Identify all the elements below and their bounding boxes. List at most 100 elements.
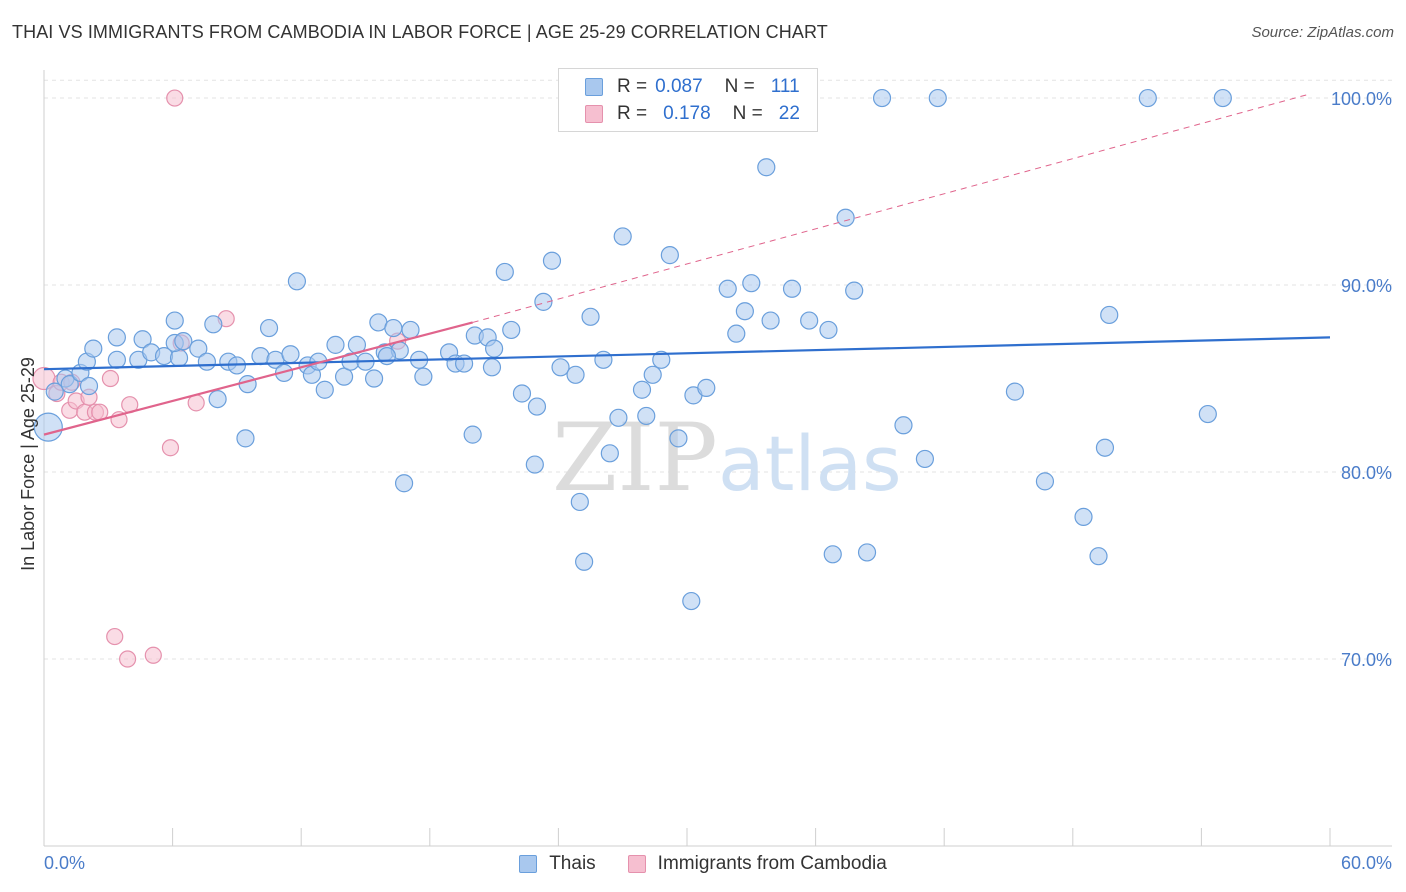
thai-point xyxy=(1100,305,1119,325)
thai-point xyxy=(485,339,504,358)
thai-point xyxy=(133,330,152,349)
y-tick-label: 80.0% xyxy=(1341,463,1392,483)
trend-lines xyxy=(43,93,1331,436)
thai-point xyxy=(315,380,334,399)
thai-point xyxy=(660,246,679,265)
thai-point xyxy=(581,307,600,326)
thai-point xyxy=(757,158,776,177)
legend-row-thais: R = 0.087 N = 111 xyxy=(585,74,800,100)
thai-point xyxy=(259,318,279,338)
thai-point xyxy=(613,227,632,246)
x-tick-label-max: 60.0% xyxy=(1341,853,1392,873)
series-legend: Thais Immigrants from Cambodia xyxy=(0,851,1406,877)
thai-point xyxy=(204,315,223,334)
thai-point xyxy=(165,311,184,330)
y-tick-labels: 100.0% 90.0% 80.0% 70.0% xyxy=(1331,89,1392,670)
thai-point xyxy=(1089,547,1108,566)
legend-n-value: 111 xyxy=(770,76,800,97)
cambodia-point xyxy=(101,369,120,388)
thai-point xyxy=(384,318,403,338)
cambodia-trend-extension xyxy=(472,93,1309,323)
thai-point xyxy=(1074,507,1093,527)
legend-n-label: N = xyxy=(724,76,755,97)
legend-r-value: 0.178 xyxy=(663,103,711,124)
thai-point xyxy=(1198,404,1217,424)
watermark: ZIP atlas xyxy=(552,404,902,513)
legend-item-cambodia[interactable]: Immigrants from Cambodia xyxy=(627,853,887,875)
thai-point xyxy=(697,378,716,397)
thai-point xyxy=(1035,472,1055,491)
legend-r-value: 0.087 xyxy=(655,76,703,97)
thai-point xyxy=(287,272,307,291)
thai-point xyxy=(107,328,126,347)
y-tick-label: 70.0% xyxy=(1341,650,1392,670)
thai-point xyxy=(857,543,877,562)
thai-point xyxy=(718,279,737,298)
thai-points xyxy=(33,88,1232,611)
gridlines xyxy=(44,79,1392,660)
thai-point xyxy=(495,262,514,282)
legend-n-value: 22 xyxy=(778,103,800,124)
thai-point xyxy=(823,545,842,564)
thai-point xyxy=(463,425,482,444)
thai-point xyxy=(169,348,189,368)
thai-point xyxy=(836,208,855,227)
legend-swatch-cambodia xyxy=(627,855,646,873)
thai-point xyxy=(414,367,433,386)
thai-point xyxy=(1005,382,1025,401)
x-tick-label-min: 0.0% xyxy=(44,853,85,873)
legend-label-thais: Thais xyxy=(549,853,596,874)
axes xyxy=(43,70,1392,847)
chart-title: THAI VS IMMIGRANTS FROM CAMBODIA IN LABO… xyxy=(12,22,828,42)
thai-point xyxy=(401,320,420,340)
thai-point xyxy=(894,416,913,435)
legend-r-label: R = xyxy=(617,103,648,124)
thai-point xyxy=(735,302,754,321)
thai-point xyxy=(377,346,397,366)
thai-point xyxy=(570,492,589,512)
thai-point xyxy=(551,358,570,377)
thai-point xyxy=(189,339,208,358)
thai-point xyxy=(727,324,746,343)
thai-point xyxy=(107,350,126,369)
thai-point xyxy=(174,332,193,351)
legend-item-thais[interactable]: Thais xyxy=(519,853,596,875)
thai-point xyxy=(33,412,63,442)
thai-point xyxy=(643,365,662,384)
watermark-atlas: atlas xyxy=(718,419,902,508)
thai-point xyxy=(482,358,502,377)
thai-point xyxy=(652,350,671,369)
thai-point xyxy=(238,375,257,394)
legend-row-cambodia: R = 0.178 N = 22 xyxy=(585,101,800,127)
thai-point xyxy=(928,88,947,108)
thai-point xyxy=(600,444,619,463)
y-tick-label: 100.0% xyxy=(1331,89,1392,109)
thai-point xyxy=(60,375,79,394)
thai-point xyxy=(761,311,780,330)
thai-point xyxy=(364,369,384,388)
thai-point xyxy=(84,339,103,358)
thai-point xyxy=(525,455,544,474)
legend-n-label: N = xyxy=(732,103,763,124)
cambodia-point xyxy=(106,627,124,646)
thai-point xyxy=(1213,88,1232,108)
thai-point xyxy=(1138,88,1157,108)
thai-point xyxy=(45,382,64,401)
thai-point xyxy=(208,389,227,409)
thai-point xyxy=(575,552,594,571)
thai-point xyxy=(632,380,652,399)
thai-point xyxy=(534,292,553,311)
thai-point xyxy=(251,346,270,366)
thai-point xyxy=(79,376,99,396)
legend-swatch-thais xyxy=(519,855,538,873)
thai-point xyxy=(394,474,414,493)
cambodia-point xyxy=(166,89,184,107)
thai-point xyxy=(594,350,613,369)
thai-point xyxy=(281,345,300,364)
thai-point xyxy=(566,365,585,384)
thai-point xyxy=(334,367,354,386)
cambodia-point xyxy=(144,646,162,664)
cambodia-point xyxy=(161,439,180,457)
thai-point xyxy=(609,408,628,427)
